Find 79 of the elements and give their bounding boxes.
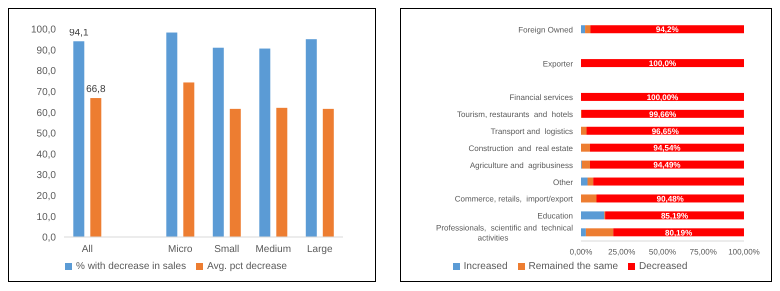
bar [581,59,744,68]
bar [605,211,744,220]
x-tick-label: 50,00% [648,248,676,257]
bar [585,25,590,34]
data-label: 94,49% [653,160,681,170]
bar [581,110,744,118]
data-label: 96,65% [652,126,679,136]
bar [593,178,744,186]
y-tick-label: Tourism, restaurants and hotels [456,110,573,120]
x-tick-label: 25,00% [608,248,636,257]
y-tick-label: 10,0 [36,212,56,223]
bar [596,194,744,202]
y-tick-label: 100,0 [30,24,56,36]
bar [322,108,334,237]
legend-label: Avg. pct decrease [207,261,287,272]
data-label: 94,2% [656,25,679,34]
bar [582,160,590,169]
y-tick-label: 20,0 [36,190,56,202]
y-tick-label: Professionals, scientific and technical activities [436,224,574,243]
x-tick-label: Large [306,244,333,256]
data-label: 90,48% [656,194,684,204]
bar [259,48,270,237]
x-tick-label: Medium [255,244,292,256]
x-tick-label: All [82,244,93,256]
y-tick-label: 60,0 [36,108,56,119]
bar [230,108,241,237]
y-tick-label: Commerce, retails, import/export [454,194,574,204]
bar [581,178,588,186]
x-tick-label: Small [214,244,240,256]
bar [586,228,614,236]
bar [166,32,178,237]
bar [73,41,84,237]
bar [90,98,102,237]
legend-label: % with decrease in sales [76,261,186,272]
y-tick-label: 70,0 [36,86,56,98]
y-tick-label: 0,0 [42,232,56,244]
bar [586,126,744,135]
bar [212,48,224,237]
bar [581,25,586,34]
legend-label: Decreased [639,261,688,272]
x-tick-label: Micro [168,244,193,256]
bar [581,126,587,135]
bar [581,144,590,152]
data-label: 100,0% [648,59,676,68]
x-tick-label: 75,00% [690,248,717,257]
bar [276,108,288,237]
bar [590,160,744,169]
y-tick-label: Foreign Owned [518,25,573,34]
x-tick-label: 0,00% [570,248,592,257]
data-label: 94,54% [653,144,681,153]
y-tick-label: Financial services [509,93,573,102]
y-tick-label: 50,0 [36,128,56,140]
y-tick-label: Transport and logistics [490,127,573,136]
bar [306,39,317,237]
y-tick-label: Education [537,212,573,221]
legend-label: Increased [464,261,508,272]
legend-label: Remained the same [528,261,618,272]
data-label: 66,8 [86,84,106,96]
bar [581,92,744,101]
y-tick-label: 80,0 [36,66,56,78]
y-tick-label: 40,0 [36,149,56,160]
bar [581,194,596,202]
y-tick-label: 30,0 [36,170,56,182]
x-tick-label: 100,00% [728,248,760,257]
y-tick-label: Other [552,178,574,187]
y-tick-label: Construction and real estate [468,144,574,153]
data-label: 85,19% [660,211,688,220]
bar [183,82,194,237]
data-label: 100,00% [646,92,678,102]
bar [590,144,744,152]
y-tick-label: 90,0 [36,45,56,56]
bar [581,211,604,220]
data-label: 99,66% [649,110,676,119]
data-label: 80,19% [665,228,692,238]
y-tick-label: Agriculture and agribusiness [470,160,573,170]
bar [590,25,744,34]
bar [581,228,586,236]
bar [588,178,594,186]
y-tick-label: Exporter [542,59,574,68]
